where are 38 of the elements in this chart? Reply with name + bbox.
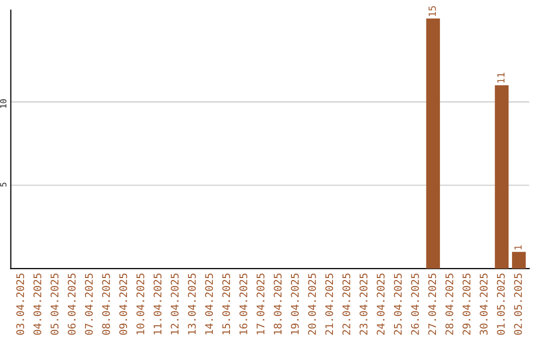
x-tick-label: 17.04.2025 xyxy=(256,274,264,334)
x-tick-label: 04.04.2025 xyxy=(33,274,42,335)
bar xyxy=(512,252,526,269)
y-tick-label: 5 xyxy=(0,182,6,186)
x-tick-label: 06.04.2025 xyxy=(68,274,76,335)
data-label: 1 xyxy=(514,245,522,250)
x-tick-label: 27.04.2025 xyxy=(428,274,436,335)
bar xyxy=(494,85,509,269)
x-tick-label: 24.04.2025 xyxy=(376,274,385,335)
x-tick-label: 28.04.2025 xyxy=(445,274,454,335)
x-tick-label: 29.04.2025 xyxy=(462,274,470,335)
x-tick-label: 15.04.2025 xyxy=(222,274,230,334)
x-tick-label: 03.04.2025 xyxy=(16,274,24,335)
x-tick-label: 08.04.2025 xyxy=(102,274,110,335)
x-tick-label: 14.04.2025 xyxy=(205,274,213,334)
x-tick-label: 19.04.2025 xyxy=(290,274,299,334)
x-tick-label: 26.04.2025 xyxy=(411,274,419,335)
x-tick-label: 30.04.2025 xyxy=(480,274,488,335)
x-tick-label: 07.04.2025 xyxy=(84,274,93,335)
x-tick-label: 05.04.2025 xyxy=(50,274,58,335)
x-tick-label: 20.04.2025 xyxy=(308,274,316,335)
data-label: 15 xyxy=(428,6,436,16)
data-label: 11 xyxy=(497,72,504,83)
x-tick-label: 01.05.2025 xyxy=(496,274,505,335)
x-tick-label: 21.04.2025 xyxy=(325,274,334,335)
x-tick-label: 09.04.2025 xyxy=(119,274,128,335)
x-tick-label: 22.04.2025 xyxy=(342,274,350,335)
bar xyxy=(426,18,440,269)
x-tick-label: 12.04.2025 xyxy=(170,274,179,334)
y-tick-label: 10 xyxy=(0,99,6,108)
x-tick-label: 13.04.2025 xyxy=(188,274,196,334)
x-tick-label: 25.04.2025 xyxy=(394,274,402,335)
x-tick-label: 10.04.2025 xyxy=(136,274,144,334)
x-tick-label: 18.04.2025 xyxy=(274,274,282,334)
x-tick-label: 02.05.2025 xyxy=(514,274,522,335)
x-tick-label: 23.04.2025 xyxy=(360,274,368,335)
x-tick-label: 16.04.2025 xyxy=(239,274,248,334)
x-tick-label: 11.04.2025 xyxy=(154,274,162,334)
